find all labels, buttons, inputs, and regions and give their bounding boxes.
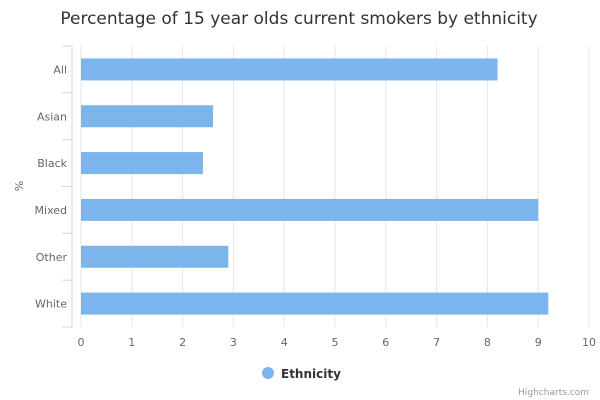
x-tick-label: 5 (332, 336, 339, 349)
x-tick-label: 0 (78, 336, 85, 349)
bar-other[interactable] (81, 245, 229, 268)
category-label: Other (36, 251, 68, 264)
legend[interactable]: Ethnicity (262, 367, 341, 381)
x-tick-label: 10 (582, 336, 596, 349)
credits-link[interactable]: Highcharts.com (518, 388, 589, 398)
x-tick-label: 7 (433, 336, 440, 349)
x-tick-label: 9 (535, 336, 542, 349)
bar-series[interactable] (81, 58, 549, 315)
category-label: Black (37, 157, 67, 170)
x-tick-label: 3 (230, 336, 237, 349)
chart-title: Percentage of 15 year olds current smoke… (60, 9, 537, 29)
x-tick-labels: 0 1 2 3 4 5 6 7 8 9 10 (78, 336, 597, 349)
category-label: Mixed (35, 204, 67, 217)
category-label: Asian (37, 110, 67, 123)
y-axis (62, 45, 73, 328)
bar-black[interactable] (81, 152, 203, 175)
x-tick-label: 4 (281, 336, 288, 349)
x-tick-label: 6 (382, 336, 389, 349)
x-tick-label: 1 (128, 336, 135, 349)
x-tick-label: 8 (484, 336, 491, 349)
y-axis-title: % (13, 181, 26, 191)
grid (80, 46, 590, 327)
category-labels: All Asian Black Mixed Other White (35, 63, 68, 310)
legend-marker (262, 367, 274, 379)
legend-label: Ethnicity (281, 367, 341, 381)
category-label: All (53, 63, 67, 76)
category-label: White (35, 298, 67, 311)
bar-mixed[interactable] (81, 198, 539, 221)
x-tick-label: 2 (179, 336, 186, 349)
bar-white[interactable] (81, 292, 549, 315)
bar-all[interactable] (81, 58, 498, 81)
bar-asian[interactable] (81, 105, 214, 128)
